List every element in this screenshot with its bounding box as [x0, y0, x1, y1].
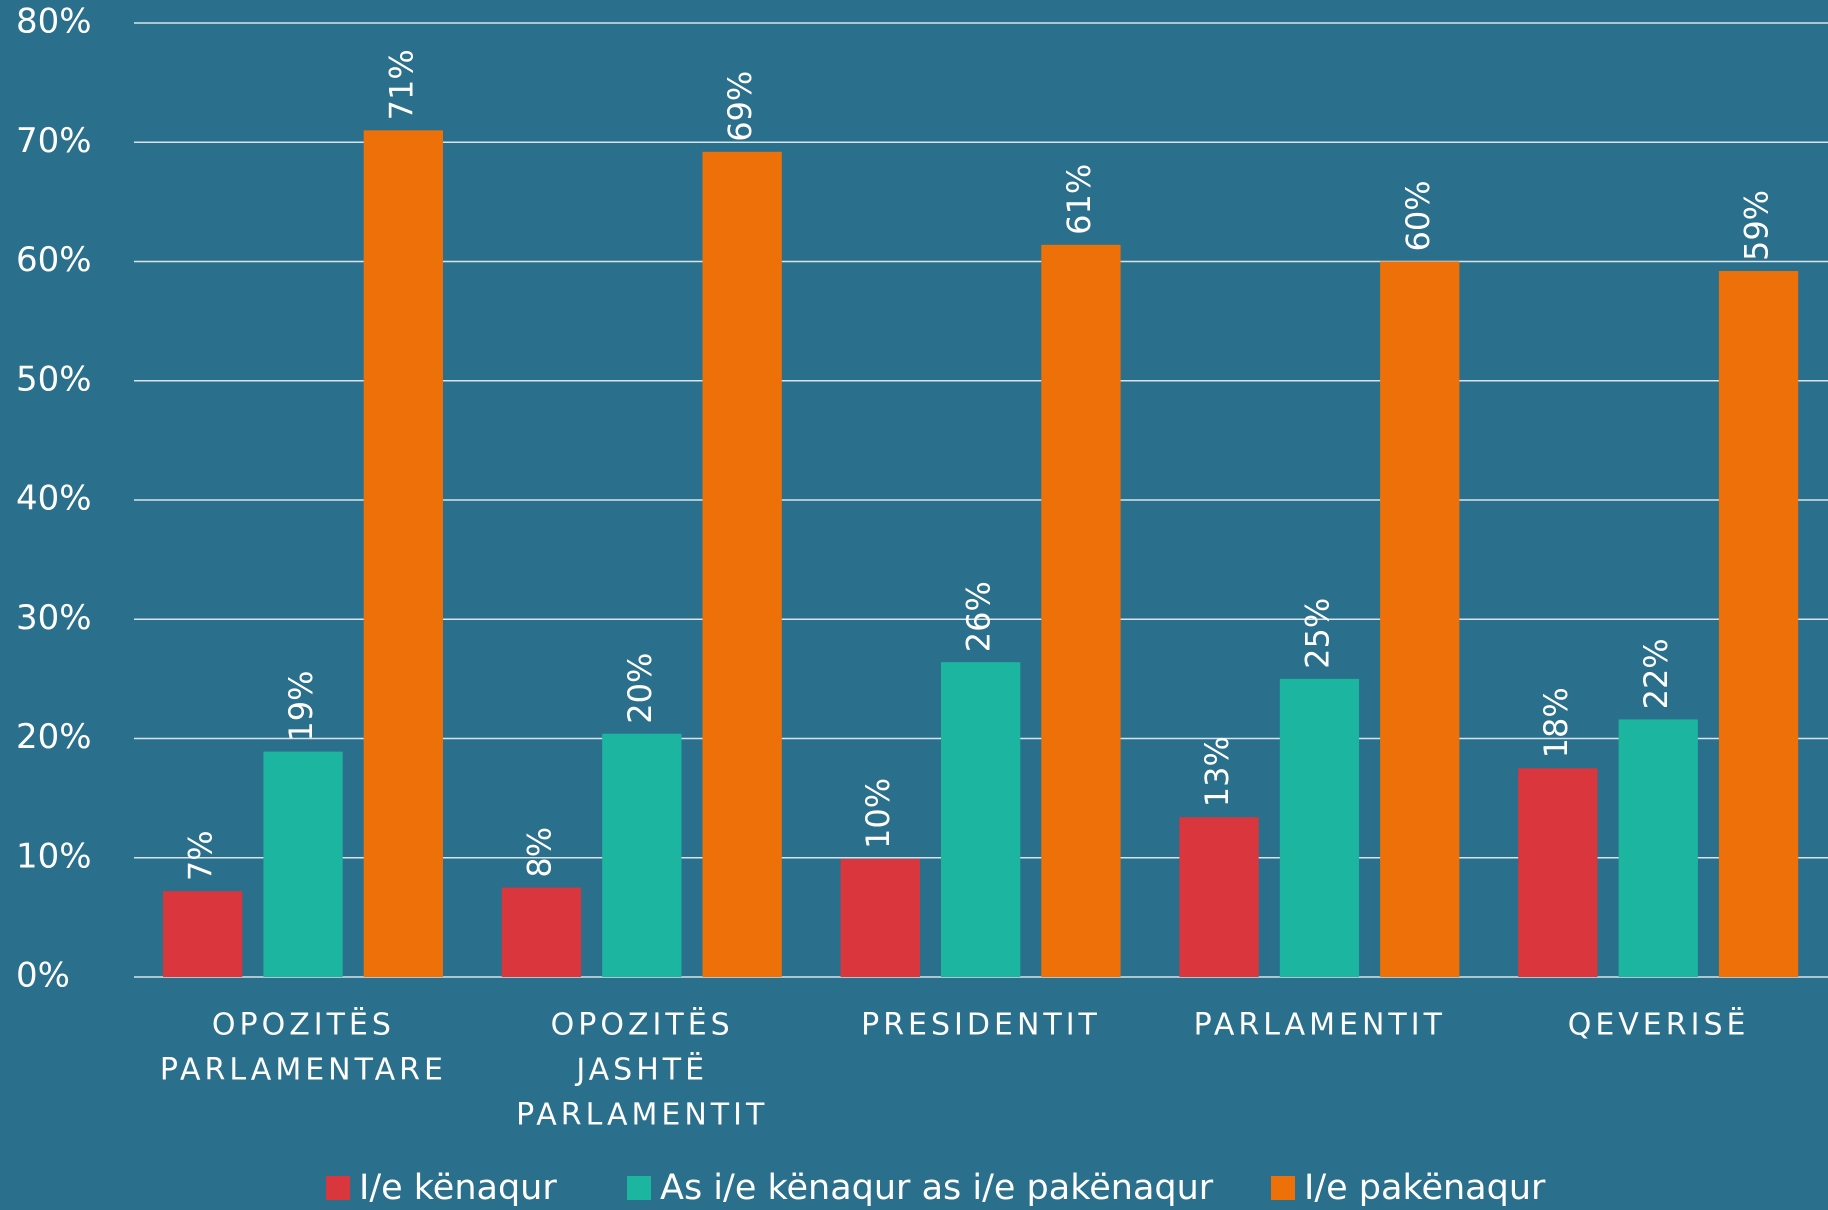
data-label: 19%: [282, 670, 320, 741]
data-label: 71%: [382, 49, 420, 120]
x-tick-label: PARLAMENTIT: [1194, 1008, 1446, 1043]
data-label: 59%: [1738, 190, 1776, 261]
y-tick-label: 70%: [16, 121, 92, 161]
bar: [602, 733, 682, 977]
y-tick-label: 40%: [16, 479, 92, 519]
data-label: 13%: [1198, 736, 1236, 807]
data-label: 22%: [1637, 638, 1675, 709]
x-tick-label: OPOZITËS: [212, 1007, 395, 1043]
bar: [1179, 817, 1259, 977]
legend-swatch: [627, 1176, 651, 1200]
bar: [1279, 678, 1360, 977]
x-tick-label: OPOZITËS: [551, 1007, 734, 1043]
x-tick-label: JASHTË: [574, 1052, 708, 1088]
bar: [263, 751, 343, 977]
legend-swatch: [326, 1176, 350, 1200]
data-label: 8%: [520, 827, 558, 878]
y-tick-label: 30%: [16, 598, 92, 638]
x-tick-label: PARLAMENTIT: [516, 1098, 768, 1133]
y-tick-label: 50%: [16, 359, 92, 399]
bar: [1618, 719, 1698, 977]
data-label: 26%: [960, 581, 998, 652]
data-label: 69%: [721, 71, 759, 142]
data-label: 20%: [621, 653, 659, 724]
bar: [1041, 244, 1121, 977]
bar: [840, 858, 920, 977]
y-tick-label: 10%: [16, 836, 92, 876]
data-label: 10%: [859, 778, 897, 849]
data-label: 18%: [1537, 687, 1575, 758]
bar: [1380, 261, 1460, 977]
bar: [1718, 271, 1799, 977]
bar: [163, 891, 243, 977]
y-tick-label: 20%: [16, 717, 92, 757]
bar: [1518, 768, 1598, 977]
y-tick-label: 80%: [16, 2, 92, 42]
x-tick-label: PARLAMENTARE: [160, 1053, 447, 1088]
x-tick-label: PRESIDENTIT: [861, 1008, 1101, 1043]
x-tick-label: QEVERISË: [1568, 1007, 1750, 1043]
legend-swatch: [1271, 1176, 1295, 1200]
y-tick-label: 60%: [16, 240, 92, 280]
data-label: 25%: [1298, 598, 1336, 669]
bar: [941, 662, 1021, 977]
legend-label: I/e kënaqur: [359, 1168, 557, 1208]
data-label: 7%: [182, 830, 220, 881]
legend-label: I/e pakënaqur: [1304, 1168, 1546, 1208]
y-tick-label: 0%: [16, 956, 70, 996]
data-label: 61%: [1060, 164, 1098, 235]
legend-label: As i/e kënaqur as i/e pakënaqur: [660, 1168, 1214, 1208]
bar: [363, 130, 443, 977]
bar: [702, 151, 782, 978]
data-label: 60%: [1399, 180, 1437, 251]
bar: [501, 887, 582, 977]
